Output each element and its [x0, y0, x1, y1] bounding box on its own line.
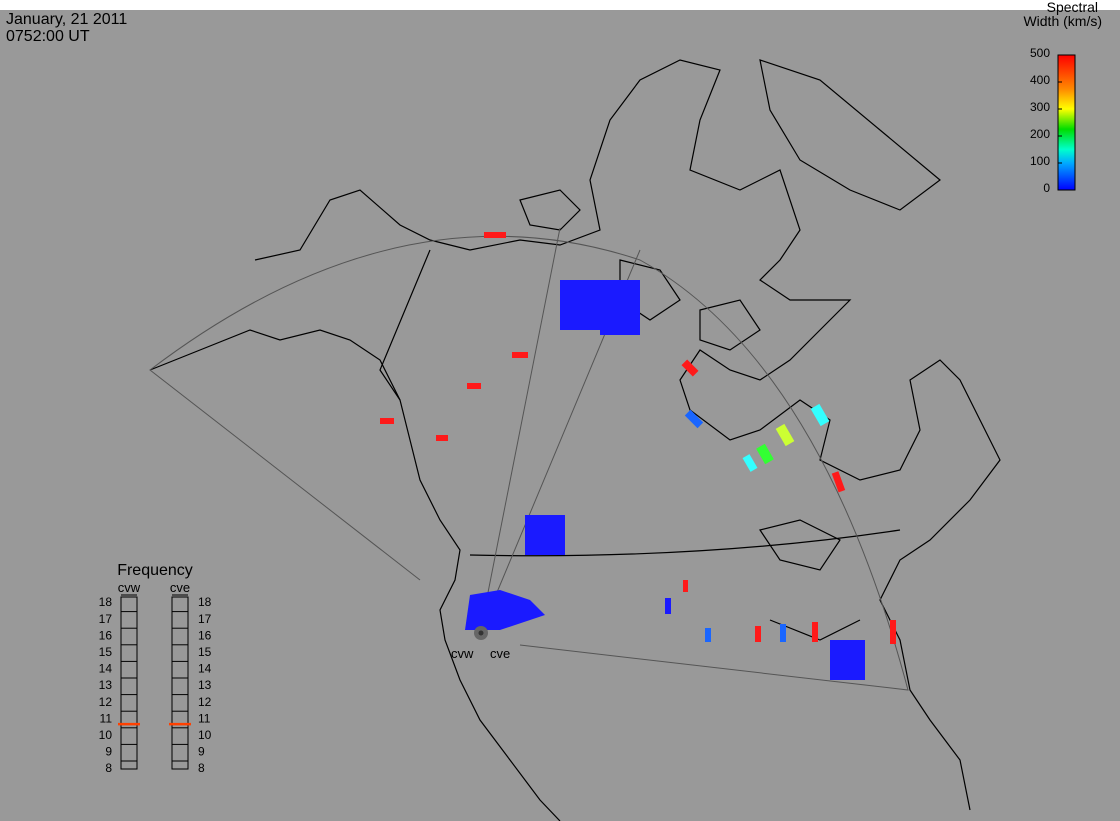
- frequency-tick-label: 16: [198, 628, 212, 642]
- frequency-tick-label: 13: [198, 678, 212, 692]
- colorbar: [1057, 54, 1076, 191]
- colorbar-title: Width (km/s): [1023, 13, 1102, 29]
- frequency-tick-label: 12: [99, 695, 113, 709]
- site-label: cve: [490, 646, 510, 661]
- frequency-tick-label: 14: [198, 662, 212, 676]
- frequency-tick-label: 9: [105, 745, 112, 759]
- frequency-tick-label: 15: [99, 645, 113, 659]
- radar-sites: [474, 626, 488, 640]
- frequency-tick-label: 10: [99, 728, 113, 742]
- background: [0, 10, 1120, 821]
- site-label: cvw: [451, 646, 474, 661]
- frequency-tick-label: 17: [99, 612, 113, 626]
- time-label: 0752:00 UT: [6, 28, 90, 45]
- frequency-tick-label: 13: [99, 678, 113, 692]
- frequency-tick-label: 8: [105, 761, 112, 775]
- radar-name: cve: [170, 580, 190, 595]
- frequency-column: [120, 596, 138, 770]
- frequency-tick-label: 11: [100, 711, 113, 725]
- frequency-tick-label: 8: [198, 761, 205, 775]
- frequency-tick-label: 9: [198, 745, 205, 759]
- frequency-title: Frequency: [117, 562, 193, 579]
- frequency-column: [171, 596, 189, 770]
- frequency-tick-label: 16: [99, 628, 113, 642]
- colorbar-tick-label: 100: [1030, 154, 1050, 168]
- radar-echoes: [380, 232, 896, 680]
- colorbar-tick-label: 300: [1030, 100, 1050, 114]
- colorbar-tick-label: 200: [1030, 127, 1050, 141]
- colorbar-tick-label: 400: [1030, 73, 1050, 87]
- colorbar-tick-label: 0: [1043, 181, 1050, 195]
- date-label: January, 21 2011: [6, 11, 127, 28]
- frequency-tick-label: 15: [198, 645, 212, 659]
- coastlines: [149, 59, 1001, 821]
- radar-name: cvw: [118, 580, 141, 595]
- frequency-tick-label: 12: [198, 695, 212, 709]
- frequency-tick-label: 17: [198, 612, 212, 626]
- frequency-tick-label: 18: [198, 595, 212, 609]
- frequency-tick-label: 11: [198, 711, 211, 725]
- frequency-tick-label: 18: [99, 595, 113, 609]
- frequency-tick-label: 14: [99, 662, 113, 676]
- colorbar-tick-label: 500: [1030, 46, 1050, 60]
- colorbar-title: Spectral: [1047, 0, 1098, 15]
- frequency-tick-label: 10: [198, 728, 212, 742]
